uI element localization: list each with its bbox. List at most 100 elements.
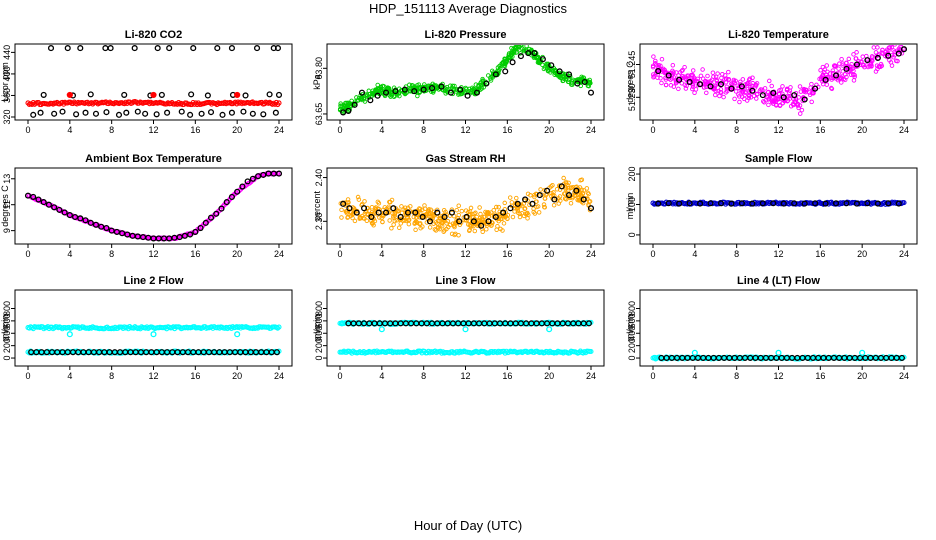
data-point <box>690 68 696 73</box>
data-point <box>444 221 449 226</box>
data-point <box>822 200 829 207</box>
x-tick-label: 12 <box>148 371 158 381</box>
data-point <box>757 88 763 94</box>
data-point <box>902 35 906 39</box>
y-tick-label: 320 <box>2 109 12 124</box>
data-point <box>544 187 551 194</box>
series-avg <box>28 349 280 356</box>
data-point <box>416 82 422 87</box>
data-point <box>272 109 279 116</box>
panel-title: Gas Stream RH <box>425 153 505 165</box>
data-point <box>192 228 199 235</box>
data-point <box>715 71 720 76</box>
data-point <box>495 223 500 229</box>
data-point <box>588 348 594 355</box>
data-point <box>812 200 819 207</box>
data-point <box>61 209 68 216</box>
data-point <box>456 212 461 218</box>
data-point <box>190 45 197 52</box>
data-point <box>568 200 574 206</box>
data-point <box>462 326 469 333</box>
data-point <box>467 227 472 233</box>
data-point <box>650 72 656 77</box>
data-point <box>539 56 546 63</box>
x-tick-label: 24 <box>274 249 284 259</box>
data-point <box>356 197 362 202</box>
data-marks <box>25 45 283 118</box>
data-point <box>766 97 771 102</box>
x-tick-label: 0 <box>25 125 30 135</box>
data-point <box>749 87 756 94</box>
data-point <box>874 200 881 207</box>
data-point <box>66 91 73 99</box>
x-tick-label: 20 <box>857 249 867 259</box>
data-point <box>439 223 445 229</box>
data-point <box>556 68 563 75</box>
data-point <box>509 200 515 205</box>
data-point <box>388 199 393 205</box>
data-point <box>491 207 496 213</box>
data-point <box>451 86 457 92</box>
data-point <box>382 89 390 96</box>
y-tick-label: 600 <box>314 313 324 328</box>
data-point <box>725 88 730 94</box>
data-point <box>496 204 501 210</box>
data-point <box>507 205 514 212</box>
data-point <box>463 208 469 213</box>
data-point <box>676 76 683 83</box>
data-point <box>412 220 418 225</box>
data-point <box>661 66 666 72</box>
data-point <box>851 52 856 57</box>
data-point <box>766 102 771 108</box>
data-point <box>489 223 494 228</box>
data-point <box>478 87 483 92</box>
data-point <box>497 63 502 69</box>
data-point <box>652 354 659 361</box>
data-point <box>676 200 683 207</box>
chart-panel-3: Li-820 Temperature degrees C 0 4 8 12 16 20 24 51… <box>625 29 918 135</box>
data-point <box>759 92 766 99</box>
data-point <box>82 217 89 224</box>
data-point <box>668 83 674 88</box>
data-point <box>401 86 408 93</box>
page-title: HDP_151113 Average Diagnostics <box>368 1 567 16</box>
data-point <box>492 213 497 218</box>
data-point <box>895 50 900 55</box>
data-point <box>390 205 397 212</box>
data-point <box>228 193 235 200</box>
data-point <box>717 93 722 99</box>
data-point <box>886 48 891 53</box>
data-point <box>750 75 755 81</box>
data-point <box>276 100 282 106</box>
data-point <box>832 200 840 207</box>
data-point <box>37 109 44 116</box>
data-point <box>181 232 188 239</box>
data-point <box>776 96 781 102</box>
data-point <box>742 96 747 102</box>
y-axis-label: percent <box>312 190 322 221</box>
data-point <box>346 200 351 205</box>
data-point <box>426 218 433 225</box>
data-point <box>551 190 556 195</box>
data-point <box>724 84 730 90</box>
series-raw <box>338 175 593 238</box>
data-point <box>659 80 664 86</box>
series-raw-high <box>25 324 282 332</box>
data-point <box>51 110 58 117</box>
data-point <box>338 103 343 109</box>
data-point <box>391 215 396 220</box>
panel-title: Sample Flow <box>745 153 813 165</box>
data-point <box>784 94 790 99</box>
data-point <box>707 83 714 90</box>
data-point <box>787 88 793 93</box>
data-point <box>852 72 857 78</box>
series-spikes <box>66 91 241 99</box>
data-point <box>665 72 672 79</box>
data-point <box>773 97 778 102</box>
data-point <box>188 91 195 98</box>
x-tick-label: 4 <box>67 125 72 135</box>
data-point <box>413 227 418 233</box>
data-marks <box>337 45 595 116</box>
x-tick-label: 16 <box>815 125 825 135</box>
y-axis-label: degrees C <box>0 185 10 227</box>
